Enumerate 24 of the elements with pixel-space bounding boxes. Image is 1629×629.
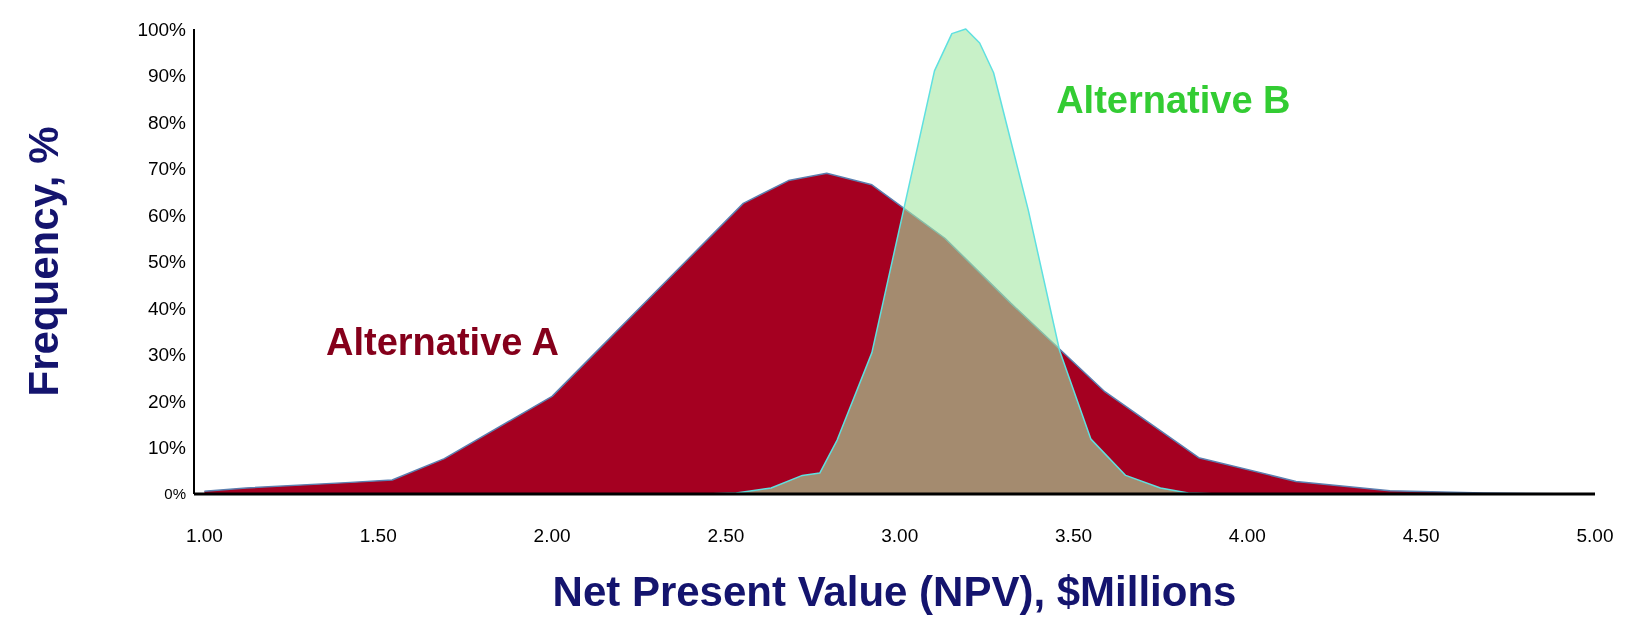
x-tick-label: 2.50 — [707, 525, 745, 546]
y-tick-label: 80% — [147, 111, 187, 133]
x-tick-label: 3.50 — [1055, 525, 1093, 546]
x-tick-label: 1.00 — [185, 525, 223, 546]
x-tick-label: 3.00 — [881, 525, 919, 546]
x-tick-label: 4.00 — [1228, 525, 1266, 546]
series-label: Alternative A — [326, 320, 560, 363]
x-tick-label: 2.00 — [533, 525, 571, 546]
y-tick-label: 60% — [147, 204, 187, 226]
x-tick-label: 5.00 — [1576, 525, 1614, 546]
y-tick-label: 70% — [147, 158, 187, 180]
x-tick-label: 1.50 — [359, 525, 397, 546]
y-tick-label: 10% — [147, 437, 187, 459]
y-tick-label: 20% — [147, 390, 187, 412]
y-tick-label: 50% — [147, 251, 187, 273]
series-label: Alternative B — [1056, 78, 1291, 121]
y-tick-label: 30% — [147, 344, 187, 366]
y-axis-title: Frequency, % — [20, 126, 67, 397]
y-tick-label: 40% — [147, 297, 187, 319]
y-tick-label: 90% — [147, 65, 187, 87]
y-tick-label: 0% — [164, 485, 186, 503]
x-tick-label: 4.50 — [1402, 525, 1440, 546]
y-tick-label: 100% — [137, 18, 187, 40]
x-axis-title: Net Present Value (NPV), $Millions — [552, 568, 1237, 615]
